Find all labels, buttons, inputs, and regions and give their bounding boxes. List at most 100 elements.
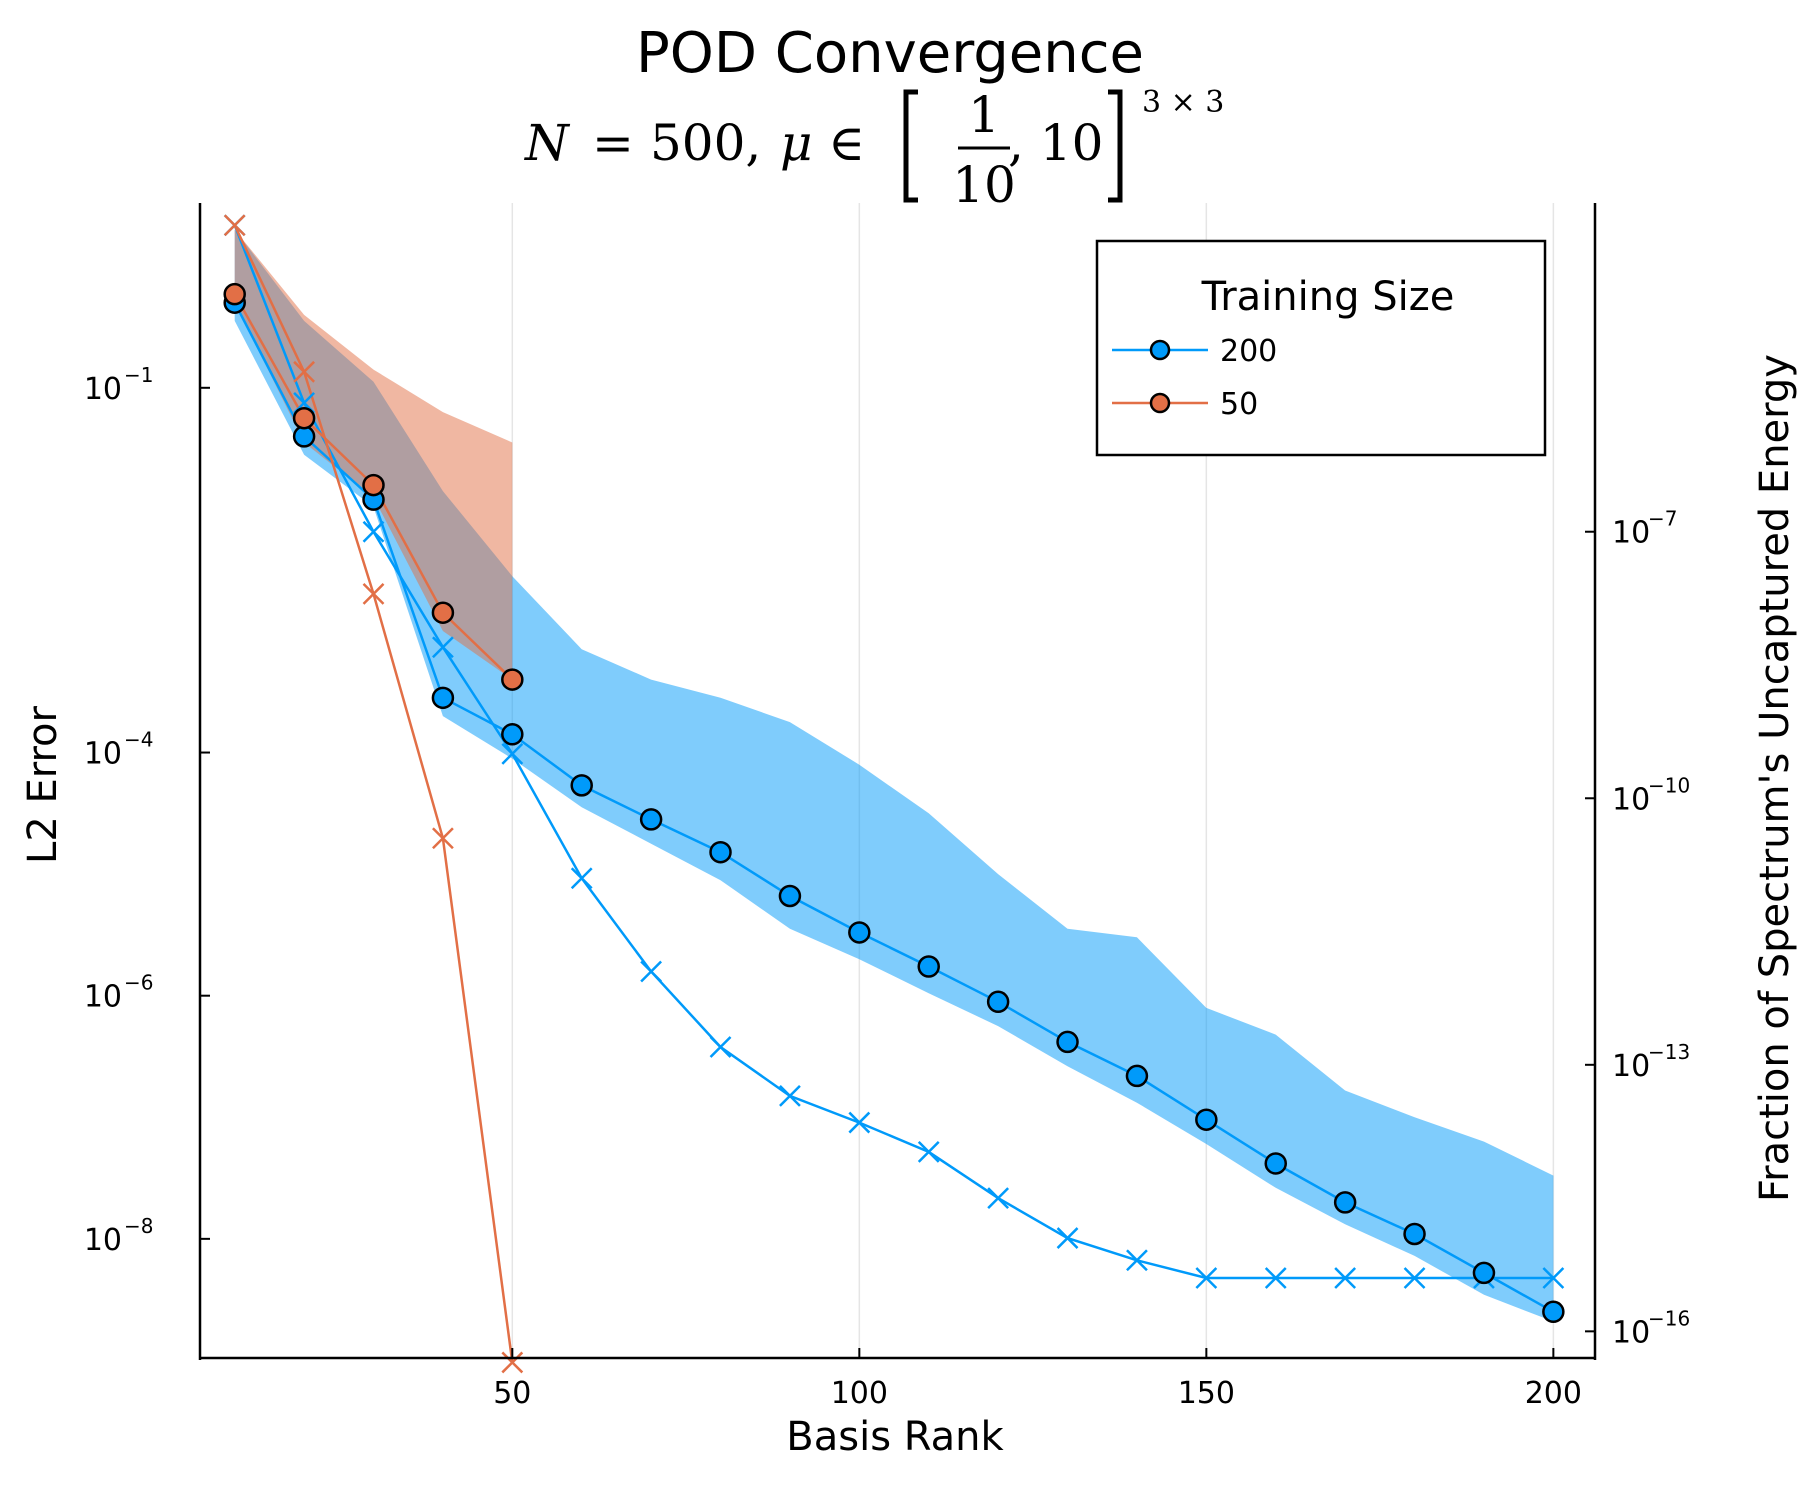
legend: Training Size 200 50: [1095, 239, 1547, 457]
energy-marker-200: [1056, 1227, 1079, 1249]
subtitle-in: ∈: [828, 114, 865, 172]
series-markers: [223, 214, 1565, 1374]
subtitle-left-bracket: [903, 89, 918, 203]
y-axis-label: L2 Error: [20, 705, 66, 864]
energy-marker-200: [362, 520, 385, 543]
y-tick-label: 10 −4: [84, 728, 154, 772]
y-right-tick-label: 10−10: [1612, 773, 1690, 817]
energy-marker-200: [1126, 1249, 1148, 1272]
error-marker-200: [1333, 1191, 1357, 1214]
legend-marker: [1149, 339, 1171, 361]
energy-marker-50: [223, 214, 246, 237]
subtitle-upper: , 10: [1008, 114, 1103, 172]
subtitle-n-value: 500,: [650, 114, 761, 172]
chart-title: POD Convergence: [636, 21, 1144, 86]
y-tick-exponent: −8: [124, 1214, 153, 1238]
y-tick-label: 10 −1: [84, 363, 154, 407]
error-marker-200: [639, 808, 663, 831]
y-tick-label: 10 −6: [84, 971, 154, 1015]
legend-label: 50: [1220, 387, 1258, 422]
energy-marker-200: [1334, 1267, 1357, 1289]
x-tick-label: 50: [493, 1376, 531, 1411]
energy-marker-50: [362, 583, 385, 605]
subtitle-mu-var: μ: [780, 114, 813, 172]
energy-marker-200: [848, 1111, 871, 1134]
energy-marker-200: [640, 960, 663, 983]
energy-marker-200: [1542, 1267, 1565, 1289]
y-tick-base: 10: [84, 737, 122, 772]
y-right-tick-exponent: −13: [1648, 1040, 1690, 1064]
error-marker-200: [1056, 1030, 1079, 1054]
x-ticks: 50 100 150 200: [493, 1348, 1582, 1411]
error-band-50: [234, 229, 513, 680]
y-right-tick-exponent: −10: [1648, 773, 1690, 797]
y-tick-exponent: −6: [124, 971, 153, 995]
x-tick-label: 150: [1178, 1376, 1235, 1411]
error-marker-200: [917, 955, 940, 978]
subtitle-exponent: 3 × 3: [1142, 85, 1224, 120]
error-marker-200: [709, 840, 732, 864]
y-right-tick-label: 10−16: [1612, 1306, 1690, 1350]
y-tick-exponent: −4: [124, 728, 153, 752]
x-tick-label: 100: [831, 1376, 888, 1411]
energy-marker-200: [917, 1140, 940, 1163]
energy-marker-200: [709, 1036, 732, 1058]
subtitle-frac-num: 1: [968, 86, 1000, 144]
y-tick-base: 10: [84, 980, 122, 1015]
error-marker-200: [1472, 1261, 1496, 1285]
y-right-tick-exponent: −16: [1648, 1306, 1690, 1330]
subtitle-eq: =: [592, 114, 634, 172]
error-band-200: [234, 229, 1554, 1322]
error-marker-50: [223, 282, 246, 306]
error-line-200: [233, 302, 1555, 1313]
energy-marker-200: [1403, 1267, 1426, 1289]
error-marker-200: [1195, 1108, 1218, 1131]
y-tick-base: 10: [84, 372, 122, 407]
legend-label: 200: [1220, 334, 1277, 369]
subtitle-n-var: N: [524, 114, 571, 172]
error-marker-200: [986, 990, 1010, 1014]
y-right-tick-exponent: −7: [1648, 507, 1677, 531]
legend-item-50: 50: [1112, 387, 1258, 422]
y-tick-base: 10: [84, 1223, 122, 1258]
error-marker-50: [292, 406, 316, 430]
error-marker-200: [1125, 1064, 1149, 1088]
legend-item-200: 200: [1112, 334, 1277, 369]
y-right-tick-base: 10: [1612, 516, 1650, 551]
error-marker-200: [501, 723, 524, 746]
energy-marker-200: [501, 742, 524, 765]
error-marker-200: [1264, 1152, 1287, 1175]
legend-box: [1095, 239, 1547, 457]
y-tick-exponent: −1: [124, 363, 153, 387]
axes: [198, 203, 1597, 1360]
energy-marker-50: [432, 827, 454, 850]
energy-marker-200: [570, 867, 593, 890]
subtitle-right-bracket: [1108, 89, 1123, 203]
energy-marker-200: [432, 636, 454, 659]
energy-line-200: [233, 224, 1554, 1280]
error-marker-200: [570, 774, 593, 797]
energy-marker-200: [987, 1187, 1010, 1209]
y-axis-right-label: Fraction of Spectrum's Uncaptured Energy: [1752, 354, 1798, 1202]
legend-items: 200 50: [1112, 334, 1277, 422]
energy-marker-50: [293, 360, 315, 383]
error-marker-50: [431, 601, 455, 624]
error-marker-50: [501, 668, 524, 691]
x-axis-label: Basis Rank: [786, 1414, 1004, 1460]
y-right-tick-label: 10−13: [1612, 1040, 1690, 1084]
error-marker-200: [778, 884, 802, 908]
y-tick-label: 10 −8: [84, 1214, 154, 1258]
error-bands: [234, 229, 1554, 1322]
error-marker-50: [362, 473, 385, 497]
error-marker-200: [848, 921, 871, 944]
y-ticks-left: 10 −110 −410 −610 −8: [84, 363, 210, 1258]
chart-subtitle: N = 500, μ ∈ 1 10 , 10 3 × 3: [524, 85, 1224, 214]
y-right-tick-base: 10: [1612, 1315, 1650, 1350]
energy-marker-50: [501, 1351, 524, 1374]
legend-marker: [1149, 392, 1171, 414]
energy-marker-200: [1195, 1267, 1218, 1289]
error-marker-200: [1542, 1300, 1565, 1324]
y-right-tick-label: 10−7: [1612, 507, 1677, 551]
